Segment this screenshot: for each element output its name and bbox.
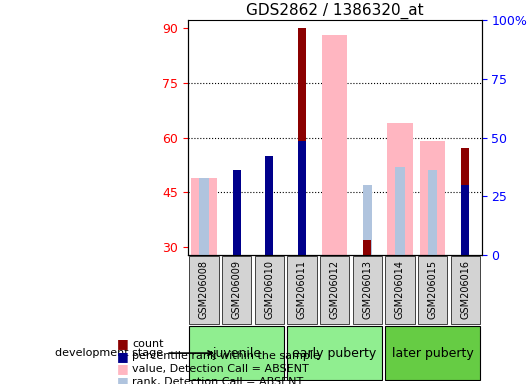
Title: GDS2862 / 1386320_at: GDS2862 / 1386320_at	[246, 3, 423, 19]
FancyBboxPatch shape	[352, 256, 382, 324]
Text: later puberty: later puberty	[392, 347, 473, 359]
FancyBboxPatch shape	[222, 256, 251, 324]
Bar	[298, 141, 306, 255]
Text: GSM206012: GSM206012	[330, 260, 340, 319]
Bar	[363, 240, 372, 255]
Bar	[191, 178, 217, 255]
Text: development stage: development stage	[55, 348, 213, 358]
FancyBboxPatch shape	[450, 256, 480, 324]
Bar	[266, 163, 273, 255]
Text: ■: ■	[117, 362, 128, 376]
Bar	[233, 178, 241, 255]
Text: count: count	[132, 339, 164, 349]
Text: rank, Detection Call = ABSENT: rank, Detection Call = ABSENT	[132, 377, 304, 384]
FancyBboxPatch shape	[385, 326, 480, 380]
Bar	[461, 149, 469, 255]
Bar	[298, 28, 306, 255]
Bar	[266, 156, 273, 255]
Text: GSM206013: GSM206013	[363, 260, 372, 319]
Text: ■: ■	[117, 350, 128, 363]
Text: percentile rank within the sample: percentile rank within the sample	[132, 351, 320, 361]
Text: GSM206008: GSM206008	[199, 260, 209, 319]
FancyBboxPatch shape	[320, 256, 349, 324]
Bar	[428, 170, 437, 255]
Text: early puberty: early puberty	[293, 347, 377, 359]
Bar	[199, 178, 208, 255]
Bar	[363, 185, 372, 255]
Text: GSM206015: GSM206015	[428, 260, 438, 319]
FancyBboxPatch shape	[418, 256, 447, 324]
Bar	[461, 185, 469, 255]
FancyBboxPatch shape	[189, 326, 284, 380]
Bar	[387, 123, 412, 255]
Text: ■: ■	[117, 337, 128, 350]
FancyBboxPatch shape	[189, 256, 219, 324]
Text: juvenile: juvenile	[212, 347, 261, 359]
Text: ■: ■	[117, 375, 128, 384]
Text: GSM206016: GSM206016	[460, 260, 470, 319]
Bar	[420, 141, 445, 255]
Text: GSM206011: GSM206011	[297, 260, 307, 319]
FancyBboxPatch shape	[385, 256, 414, 324]
Bar	[395, 167, 404, 255]
Text: GSM206014: GSM206014	[395, 260, 405, 319]
FancyBboxPatch shape	[254, 256, 284, 324]
Bar	[233, 170, 241, 255]
Text: GSM206010: GSM206010	[264, 260, 275, 319]
Text: value, Detection Call = ABSENT: value, Detection Call = ABSENT	[132, 364, 309, 374]
Text: GSM206009: GSM206009	[232, 260, 242, 319]
FancyBboxPatch shape	[287, 326, 382, 380]
FancyBboxPatch shape	[287, 256, 316, 324]
Bar	[322, 35, 347, 255]
